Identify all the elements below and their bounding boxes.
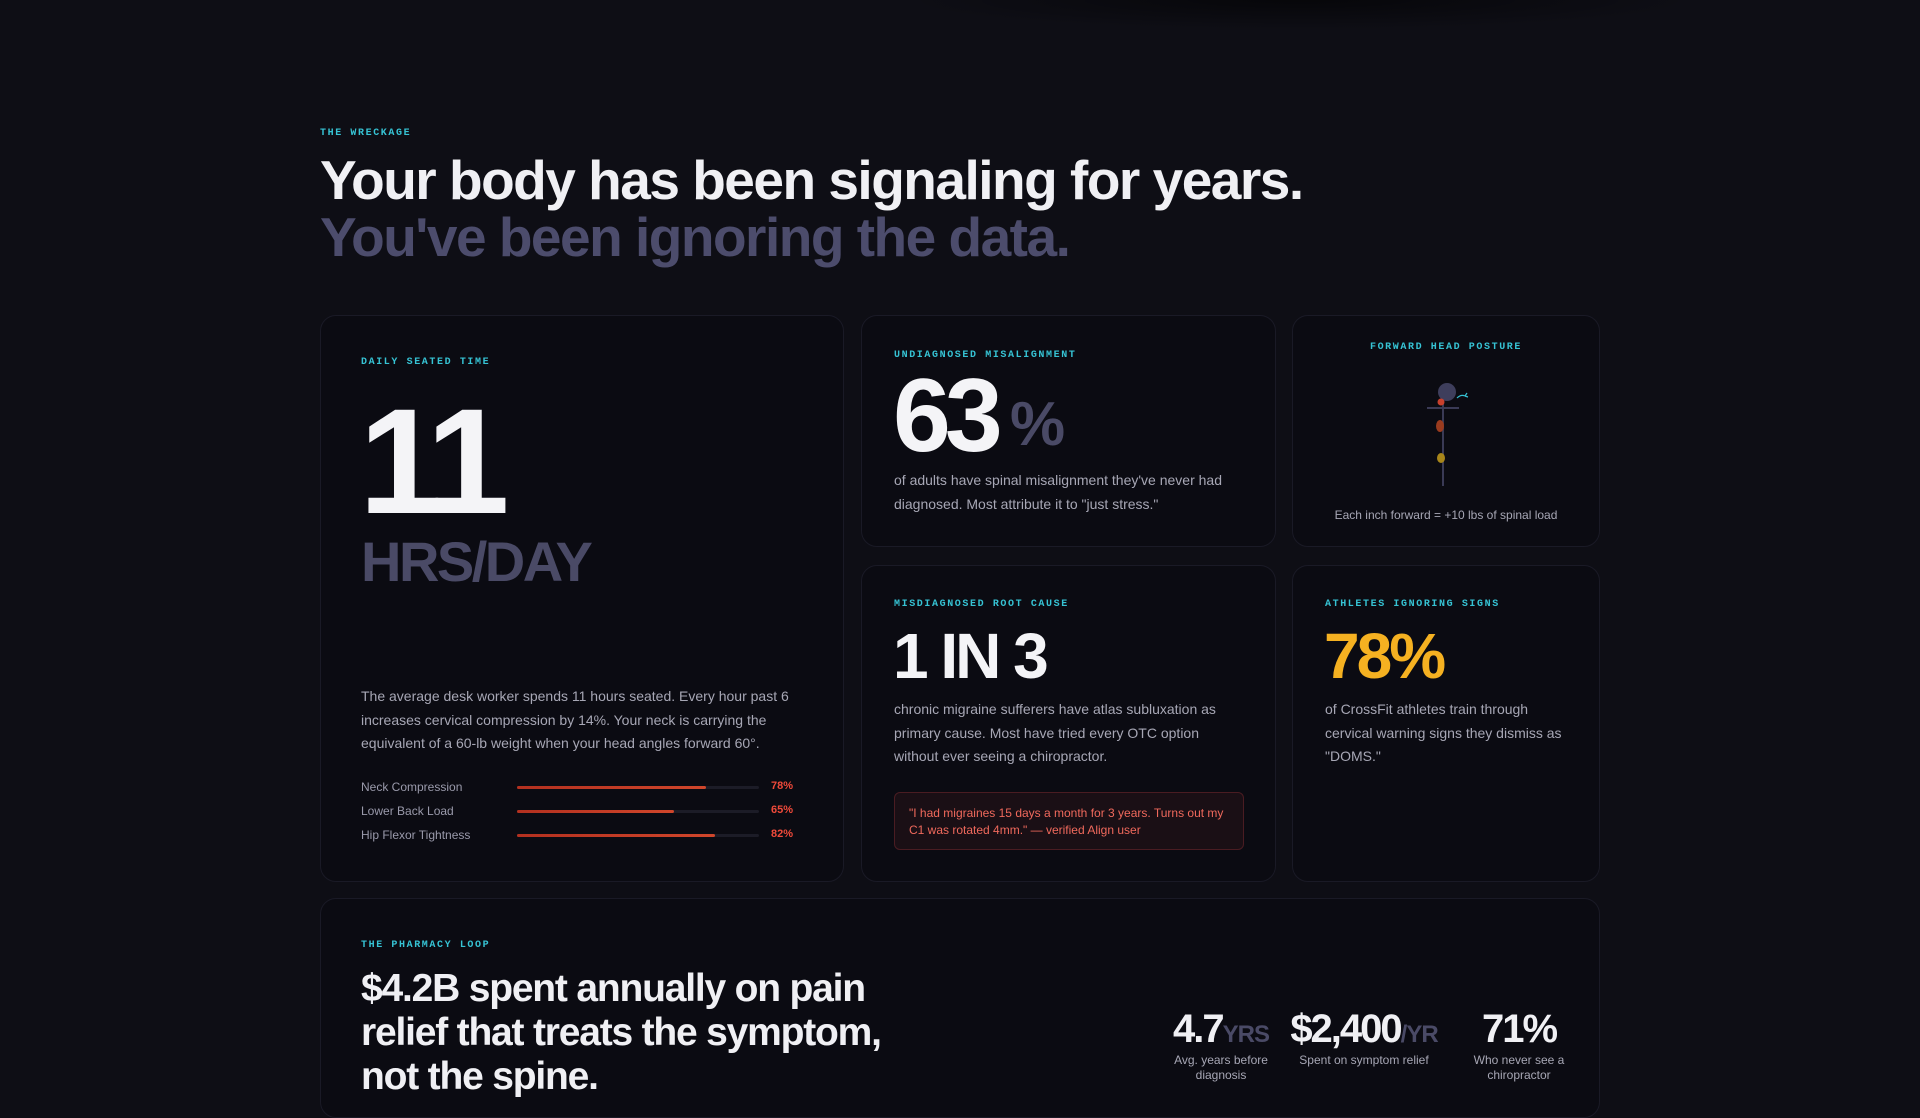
posture-figure-icon [1427, 383, 1469, 486]
card-misdiagnosed-root-cause: MISDIAGNOSED ROOT CAUSE 1 IN 3 chronic m… [861, 565, 1276, 882]
stat-label: Avg. years before diagnosis [1174, 1053, 1268, 1082]
migraine-value: 1 IN 3 [893, 620, 1049, 692]
misalignment-value: 63 [893, 358, 1003, 474]
bar-percent: 78% [771, 780, 794, 792]
bar-row-hip-flexor: Hip Flexor Tightness 82% [361, 824, 801, 848]
bar-percent: 82% [771, 828, 794, 840]
bar-fill [517, 810, 675, 813]
bar-row-neck: Neck Compression 78% [361, 776, 801, 800]
posture-caption: Each inch forward = +10 lbs of spinal lo… [1334, 508, 1558, 522]
stat-label: Who never see a chiropractor [1473, 1053, 1565, 1082]
section-eyebrow: THE WRECKAGE [320, 128, 412, 139]
card-eyebrow: DAILY SEATED TIME [361, 357, 491, 368]
bar-label: Hip Flexor Tightness [361, 828, 471, 842]
stat-value: $2,400/YR [1290, 1007, 1439, 1051]
stat-value: 4.7YRS [1173, 1007, 1270, 1051]
card-eyebrow: UNDIAGNOSED MISALIGNMENT [894, 350, 1077, 361]
section-headline: Your body has been signaling for years. … [320, 152, 1620, 266]
athletes-value: 78% [1324, 620, 1446, 692]
stat-spent-on-relief: $2,400/YR Spent on symptom relief [1284, 1009, 1444, 1068]
headline-line-2: You've been ignoring the data. [320, 206, 1071, 268]
stat-value: 71% [1481, 1007, 1558, 1051]
misalignment-unit: % [1010, 390, 1065, 459]
card-daily-seated-time: DAILY SEATED TIME 11 HRS/DAY The average… [320, 315, 844, 882]
bar-percent: 65% [771, 804, 794, 816]
bar-label: Neck Compression [361, 780, 463, 794]
card-eyebrow: THE PHARMACY LOOP [361, 940, 491, 951]
stat-years-before-diagnosis: 4.7YRS Avg. years before diagnosis [1166, 1009, 1276, 1083]
bar-label: Lower Back Load [361, 804, 454, 818]
card-eyebrow: ATHLETES IGNORING SIGNS [1325, 599, 1500, 610]
seated-hours-unit: HRS/DAY [361, 530, 593, 593]
bar-row-lower-back: Lower Back Load 65% [361, 800, 801, 824]
bar-track [517, 834, 759, 837]
bar-fill [517, 786, 706, 789]
headline-line-1: Your body has been signaling for years. [320, 149, 1304, 211]
stat-unit: YRS [1222, 1021, 1270, 1048]
athletes-description: of CrossFit athletes train through cervi… [1325, 701, 1562, 764]
pharmacy-headline: $4.2B spent annually on pain relief that… [361, 967, 882, 1098]
bar-fill [517, 834, 716, 837]
stat-never-see-chiropractor: 71% Who never see a chiropractor [1459, 1009, 1579, 1083]
card-forward-head-posture: FORWARD HEAD POSTURE Each inch forward =… [1292, 315, 1600, 547]
misalignment-description: of adults have spinal misalignment they'… [894, 472, 1222, 512]
card-pharmacy-loop: THE PHARMACY LOOP $4.2B spent annually o… [320, 898, 1600, 1118]
bar-track [517, 786, 759, 789]
seated-hours-value: 11 [359, 377, 510, 545]
card-eyebrow: FORWARD HEAD POSTURE [1369, 342, 1523, 353]
card-athletes-ignoring-signs: ATHLETES IGNORING SIGNS 78% of CrossFit … [1292, 565, 1600, 882]
bar-track [517, 810, 759, 813]
testimonial-quote: "I had migraines 15 days a month for 3 y… [894, 792, 1244, 850]
stat-unit: /YR [1400, 1021, 1439, 1048]
top-shadow [900, 0, 1700, 30]
load-bars: Neck Compression 78% Lower Back Load 65%… [361, 776, 801, 848]
stat-label: Spent on symptom relief [1299, 1053, 1429, 1067]
card-eyebrow: MISDIAGNOSED ROOT CAUSE [894, 599, 1069, 610]
seated-description: The average desk worker spends 11 hours … [361, 688, 789, 751]
card-undiagnosed-misalignment: UNDIAGNOSED MISALIGNMENT 63 % of adults … [861, 315, 1276, 547]
migraine-description: chronic migraine sufferers have atlas su… [894, 701, 1216, 764]
